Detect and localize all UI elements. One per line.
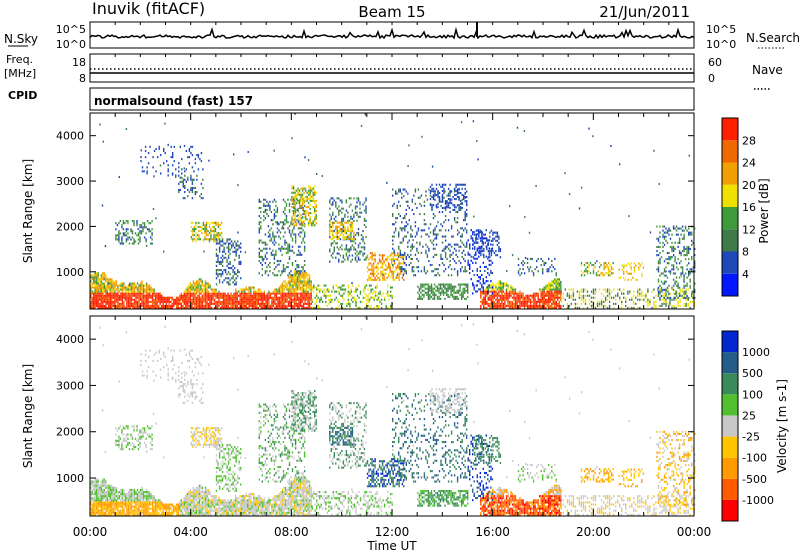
power-colorbar-tick: 24 (742, 157, 756, 170)
nsky-tick-bottom: 10^0 (56, 38, 86, 51)
date-title: 21/Jun/2011 (599, 3, 690, 21)
freq-label-line2: [MHz] (4, 67, 36, 80)
y-tick-label: 1000 (56, 266, 84, 279)
power-colorbar-swatch (722, 251, 738, 274)
power-colorbar-tick: 20 (742, 179, 756, 192)
y-tick-label: 2000 (56, 220, 84, 233)
beam-title: Beam 15 (358, 3, 425, 21)
y-tick-label: 4000 (56, 333, 84, 346)
velocity-colorbar-tick: 500 (742, 367, 763, 380)
velocity-colorbar-swatch (722, 415, 738, 437)
power-colorbar-swatch (722, 118, 738, 141)
power-colorbar-frame (721, 117, 739, 297)
time-tick-label: 12:00 (375, 525, 410, 539)
power-panel-frame (89, 112, 695, 310)
power-colorbar-tick: 16 (742, 201, 756, 214)
nave-label: Nave (752, 63, 783, 77)
nsearch-tick-bottom: 10^0 (706, 38, 736, 51)
radar-title: Inuvik (fitACF) (92, 0, 205, 18)
velocity-colorbar-swatch (722, 478, 738, 500)
freq-label-line1: Freq. (6, 53, 33, 66)
power-heatmap (90, 112, 696, 309)
power-colorbar-tick: 8 (742, 246, 749, 259)
nsky-label: N.Sky (4, 32, 38, 46)
power-colorbar-tick: 4 (742, 268, 749, 281)
nave-tick-bottom: 0 (708, 72, 715, 85)
velocity-colorbar-swatch (722, 457, 738, 479)
time-tick-label: 00:00 (677, 525, 712, 539)
y-tick-label: 3000 (56, 379, 84, 392)
nsky-tick-top: 10^5 (56, 23, 86, 36)
power-colorbar: 4 8 12 16 20 24 28 (721, 117, 756, 297)
velocity-panel-frame (89, 315, 695, 517)
y-tick-label: 3000 (56, 175, 84, 188)
freq-tick-bottom: 8 (79, 72, 86, 85)
time-tick-label: 08:00 (274, 525, 309, 539)
time-tick-label: 04:00 (173, 525, 208, 539)
cpid-program: normalsound (fast) 157 (94, 94, 253, 108)
velocity-colorbar-swatch (722, 436, 738, 458)
time-axis-label: Time UT (366, 539, 417, 553)
power-colorbar-swatch (722, 140, 738, 163)
power-y-axis: 1000 2000 3000 4000 (56, 130, 694, 279)
nsky-trace (89, 26, 695, 40)
power-colorbar-tick: 28 (742, 134, 756, 147)
velocity-colorbar-swatch (722, 394, 738, 416)
power-colorbar-label: Power [dB] (757, 178, 771, 243)
power-colorbar-swatch (722, 229, 738, 252)
time-tick-label: 20:00 (576, 525, 611, 539)
velocity-colorbar-swatch (722, 352, 738, 374)
power-colorbar-swatch (722, 184, 738, 207)
freq-panel (89, 53, 695, 83)
time-tick-label: 16:00 (475, 525, 510, 539)
velocity-colorbar-label: Velocity [m s-1] (775, 379, 789, 473)
velocity-colorbar-swatch (722, 373, 738, 395)
freq-tick-top: 18 (72, 56, 86, 69)
velocity-colorbar-tick: 1000 (742, 346, 770, 359)
y-tick-label: 1000 (56, 472, 84, 485)
velocity-colorbar-tick: -100 (742, 452, 767, 465)
time-tick-label: 00:00 (73, 525, 108, 539)
power-ylabel: Slant Range [km] (21, 159, 35, 263)
power-colorbar-tick: 12 (742, 223, 756, 236)
velocity-colorbar-swatch (722, 499, 738, 521)
velocity-heatmap (90, 315, 696, 516)
y-tick-label: 2000 (56, 426, 84, 439)
power-colorbar-swatch (722, 162, 738, 185)
velocity-y-axis: 1000 2000 3000 4000 (56, 333, 694, 485)
power-colorbar-swatch (722, 273, 738, 296)
velocity-colorbar-frame (721, 330, 739, 522)
velocity-colorbar-swatch (722, 331, 738, 353)
velocity-colorbar-tick: -25 (742, 431, 760, 444)
velocity-colorbar-tick: 25 (742, 409, 756, 422)
power-colorbar-swatch (722, 207, 738, 230)
velocity-colorbar-tick: 100 (742, 388, 763, 401)
cpid-label: CPID (8, 89, 37, 102)
velocity-colorbar-tick: -1000 (742, 494, 774, 507)
nsearch-label: N.Search (746, 31, 800, 45)
velocity-ylabel: Slant Range [km] (21, 364, 35, 468)
nsearch-tick-top: 10^5 (706, 23, 736, 36)
time-axis: 00:00 04:00 08:00 12:00 16:00 20:00 00:00 (73, 22, 712, 539)
cpid-panel (89, 87, 695, 111)
velocity-colorbar-tick: -500 (742, 473, 767, 486)
nave-tick-top: 60 (708, 56, 722, 69)
y-tick-label: 4000 (56, 130, 84, 143)
velocity-colorbar: -1000 -500 -100 -25 25 100 500 1000 (721, 330, 774, 522)
